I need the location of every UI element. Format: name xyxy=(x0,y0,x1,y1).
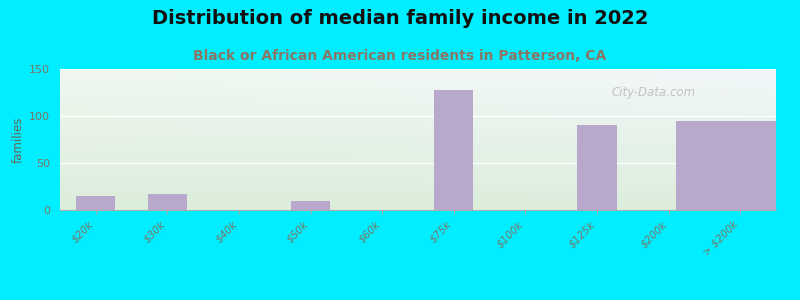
Bar xyxy=(434,90,474,210)
Bar xyxy=(76,196,115,210)
Bar xyxy=(676,121,800,210)
Bar xyxy=(148,194,187,210)
Text: City-Data.com: City-Data.com xyxy=(611,86,695,99)
Bar xyxy=(578,125,617,210)
Bar xyxy=(291,201,330,210)
Text: Black or African American residents in Patterson, CA: Black or African American residents in P… xyxy=(194,50,606,64)
Text: Distribution of median family income in 2022: Distribution of median family income in … xyxy=(152,9,648,28)
Y-axis label: families: families xyxy=(12,116,25,163)
